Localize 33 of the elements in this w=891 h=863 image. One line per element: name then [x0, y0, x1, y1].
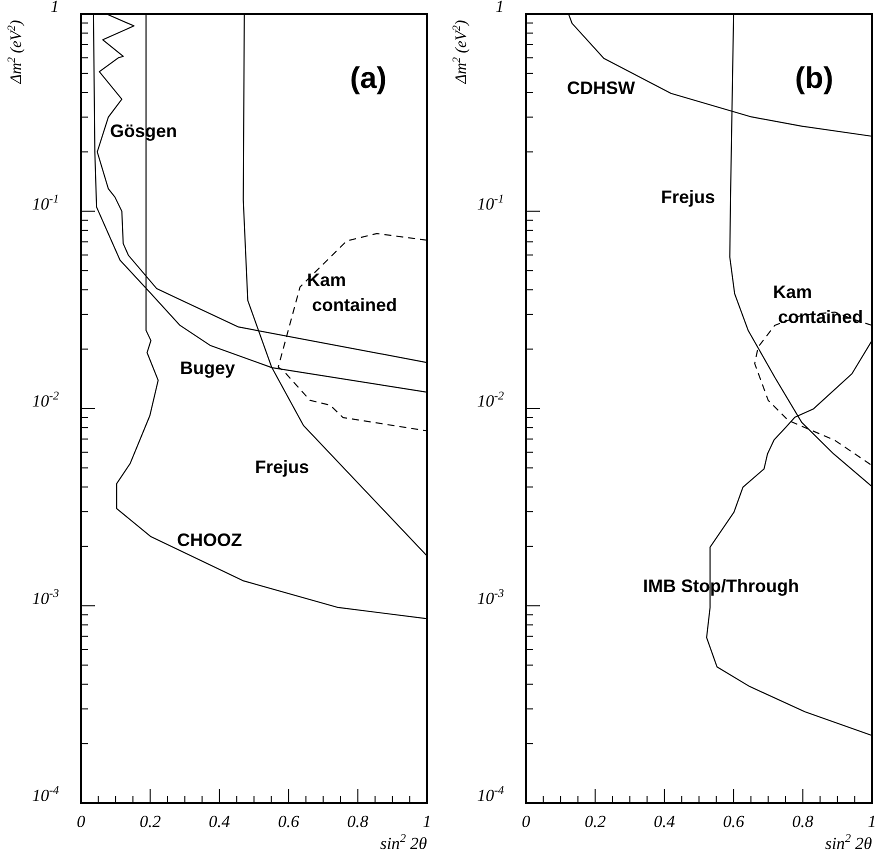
y-tick-label: 10$^{-2}$ — [32, 388, 60, 410]
y-tick-label: 10$^{-3}$ — [477, 586, 504, 608]
x-tick-label: 0.4 — [654, 812, 676, 831]
annotation: Kam contained — [773, 282, 864, 327]
x-tick-label: 0.6 — [278, 812, 300, 831]
x-tick-label: 0.8 — [347, 812, 369, 831]
y-tick-label: 10$^{-4}$ — [32, 783, 60, 805]
text: (a) — [350, 62, 387, 95]
x-tick-label: 1 — [868, 812, 876, 831]
x-tick-label: 0.2 — [584, 812, 606, 831]
x-tick-label: 0.6 — [722, 812, 745, 831]
text: (b) — [795, 62, 834, 95]
x-tick-label: 0.4 — [208, 812, 231, 831]
y-tick-label: 10$^{-3}$ — [32, 586, 60, 608]
annotation: Frejus — [661, 187, 716, 207]
annotation: CHOOZ — [177, 530, 242, 550]
annotation: Bugey — [180, 358, 236, 378]
x-tick-label: 0 — [522, 812, 531, 831]
x-tick-label: 1 — [422, 812, 432, 831]
x-tick-label: 0.8 — [792, 812, 814, 831]
x-tick-label: 0 — [76, 812, 86, 831]
annotation: Kam contained — [307, 270, 398, 315]
x-tick-label: 0.2 — [140, 812, 162, 831]
y-tick-label: 10$^{-4}$ — [477, 783, 504, 805]
annotation: Frejus — [255, 457, 310, 477]
y-tick-label: 10$^{-1}$ — [477, 191, 504, 214]
x-axis-title: sin$^{2}$ 2θ — [825, 831, 872, 853]
y-tick-label: 10$^{-1}$ — [32, 191, 59, 214]
y-tick-label: 1 — [50, 0, 59, 16]
y-tick-label: 10$^{-2}$ — [477, 388, 504, 410]
annotation: CDHSW — [567, 78, 636, 98]
y-tick-label: 1 — [496, 0, 504, 16]
x-axis-title: sin$^{2}$ 2θ — [380, 831, 427, 853]
